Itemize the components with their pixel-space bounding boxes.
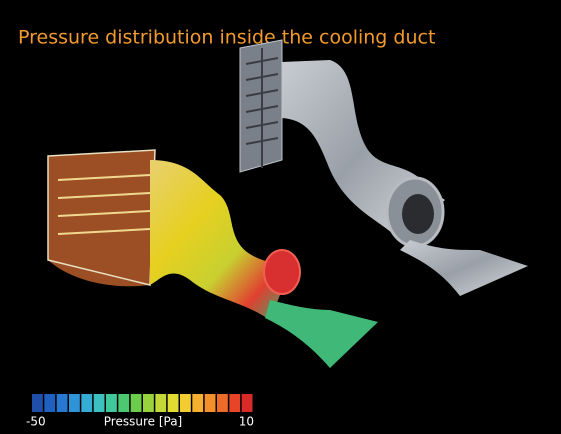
colorbar-segment — [118, 394, 129, 412]
colorbar-segment — [217, 394, 228, 412]
colorbar-label: Pressure [Pa] — [104, 415, 182, 429]
colorbar-segment — [69, 394, 80, 412]
colorbar-segment — [168, 394, 179, 412]
colorbar-max: 10 — [239, 415, 254, 429]
colorbar-segment — [180, 394, 191, 412]
title: Pressure distribution inside the cooling… — [18, 27, 435, 49]
colorbar-segment — [205, 394, 216, 412]
colorbar-segment — [143, 394, 154, 412]
colorbar-segment — [192, 394, 203, 412]
colorbar-min: -50 — [26, 415, 46, 429]
colorbar-segment — [229, 394, 240, 412]
colorbar-segment — [155, 394, 166, 412]
page: {"title": "Pressure distribution inside … — [0, 0, 561, 434]
colorbar-segment — [81, 394, 92, 412]
colorbar-segment — [32, 394, 43, 412]
colorbar-segment — [242, 394, 253, 412]
colorbar-segment — [131, 394, 142, 412]
colorbar-segment — [44, 394, 55, 412]
slide: Pressure distribution inside the cooling… — [0, 0, 561, 434]
colorbar-segment — [106, 394, 117, 412]
colorbar-segment — [94, 394, 105, 412]
colorbar-segment — [57, 394, 68, 412]
